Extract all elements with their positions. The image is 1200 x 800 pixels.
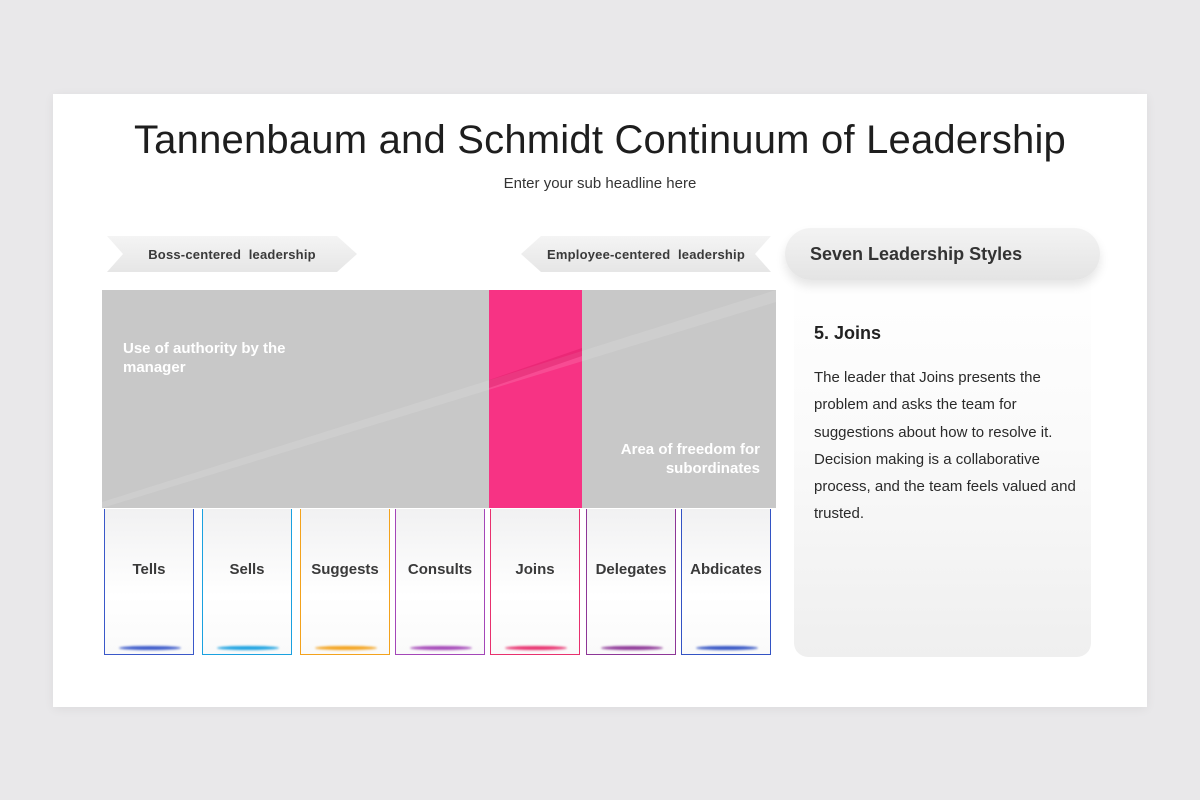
- left-arrow-banner-shape: [521, 236, 771, 272]
- employee-centered-banner: Employee-centered leadership: [521, 236, 771, 272]
- panel-header: Seven Leadership Styles: [785, 228, 1100, 280]
- style-card-consults[interactable]: Consults: [395, 509, 485, 655]
- card-accent-glow: [505, 646, 567, 650]
- selected-style-description: The leader that Joins presents the probl…: [814, 369, 1076, 523]
- authority-label: Use of authority by the manager: [123, 340, 286, 376]
- selected-style-title: 5. Joins: [814, 323, 882, 343]
- page-subtitle: Enter your sub headline here: [503, 175, 697, 192]
- page-title: Tannenbaum and Schmidt Continuum of Lead…: [133, 118, 1066, 162]
- boss-centered-banner: Boss-centered leadership: [107, 236, 357, 272]
- style-card-label: Suggests: [311, 561, 379, 578]
- leadership-continuum: [102, 290, 776, 508]
- card-accent-glow: [315, 646, 377, 650]
- style-card-label: Abdicates: [690, 561, 762, 578]
- style-card-suggests[interactable]: Suggests: [300, 509, 390, 655]
- freedom-label: Area of freedom for subordinates: [620, 441, 760, 477]
- style-card-sells[interactable]: Sells: [202, 509, 292, 655]
- continuum-diagonal-divider: [102, 290, 776, 508]
- style-card-label: Joins: [515, 561, 555, 578]
- style-card-tells[interactable]: Tells: [104, 509, 194, 655]
- highlight-diagonal-overlay: [489, 348, 582, 388]
- boss-centered-label: Boss-centered leadership: [148, 246, 316, 262]
- style-card-abdicates[interactable]: Abdicates: [681, 509, 771, 655]
- right-arrow-banner-shape: [107, 236, 357, 272]
- style-card-label: Consults: [407, 561, 473, 578]
- card-accent-glow: [410, 646, 472, 650]
- joins-highlight-band: [489, 290, 582, 508]
- style-card-label: Sells: [229, 561, 265, 578]
- card-accent-glow: [119, 646, 181, 650]
- card-accent-glow: [217, 646, 279, 650]
- card-accent-glow: [696, 646, 758, 650]
- style-card-joins[interactable]: Joins: [490, 509, 580, 655]
- continuum-background: [102, 290, 776, 508]
- style-card-label: Delegates: [595, 561, 667, 578]
- style-card-label: Tells: [132, 561, 166, 578]
- card-accent-glow: [601, 646, 663, 650]
- employee-centered-label: Employee-centered leadership: [547, 246, 745, 262]
- style-detail-panel: [794, 262, 1091, 657]
- style-card-delegates[interactable]: Delegates: [586, 509, 676, 655]
